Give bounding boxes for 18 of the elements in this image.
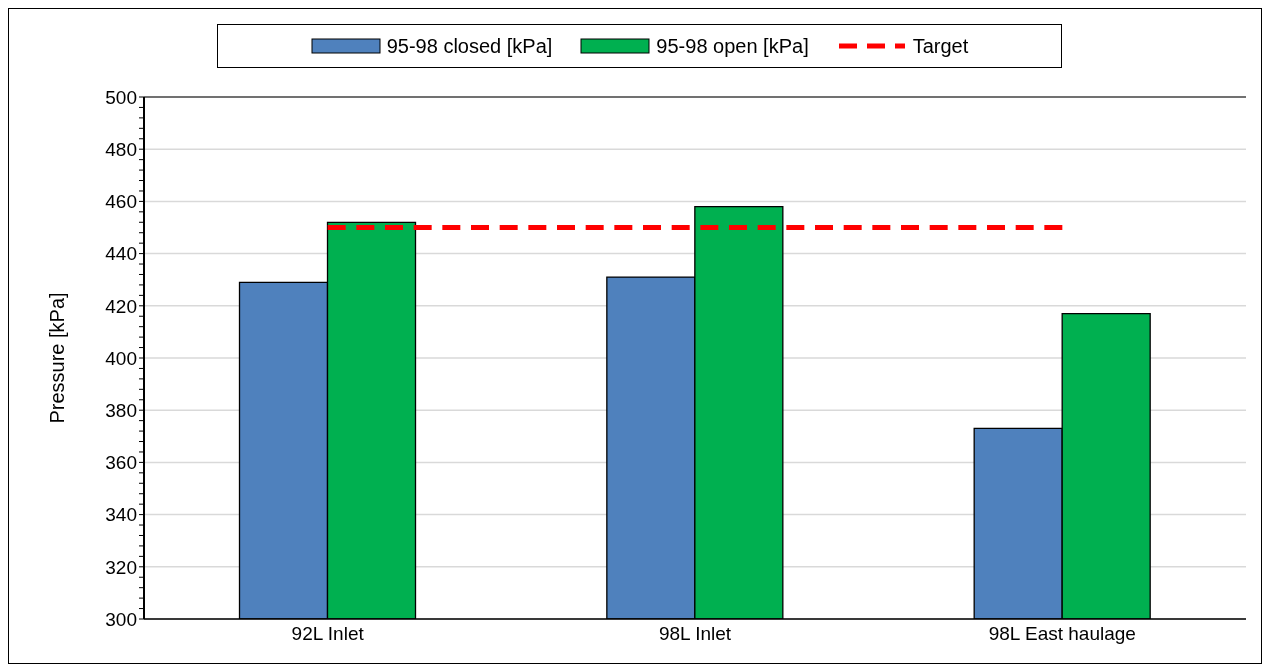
- y-tick-label: 380: [105, 399, 137, 421]
- y-tick-label: 460: [105, 191, 137, 213]
- y-tick-label: 300: [105, 608, 137, 630]
- y-tick-label: 360: [105, 452, 137, 474]
- y-axis-title: Pressure [kPa]: [46, 292, 69, 424]
- x-tick-label: 98L East haulage: [988, 623, 1136, 645]
- x-tick-label: 92L Inlet: [291, 623, 365, 645]
- legend-label: 95-98 closed [kPa]: [386, 34, 553, 58]
- y-tick-label: 440: [105, 243, 137, 265]
- y-tick-label: 340: [105, 504, 137, 526]
- y-tick-label: 480: [105, 138, 137, 160]
- y-tick-label: 400: [105, 347, 137, 369]
- legend-label: Target: [912, 34, 969, 58]
- y-tick-label: 320: [105, 556, 137, 578]
- y-tick-label: 500: [105, 86, 137, 108]
- y-tick-label: 420: [105, 295, 137, 317]
- legend-label: 95-98 open [kPa]: [656, 34, 809, 58]
- x-tick-label: 98L Inlet: [658, 623, 732, 645]
